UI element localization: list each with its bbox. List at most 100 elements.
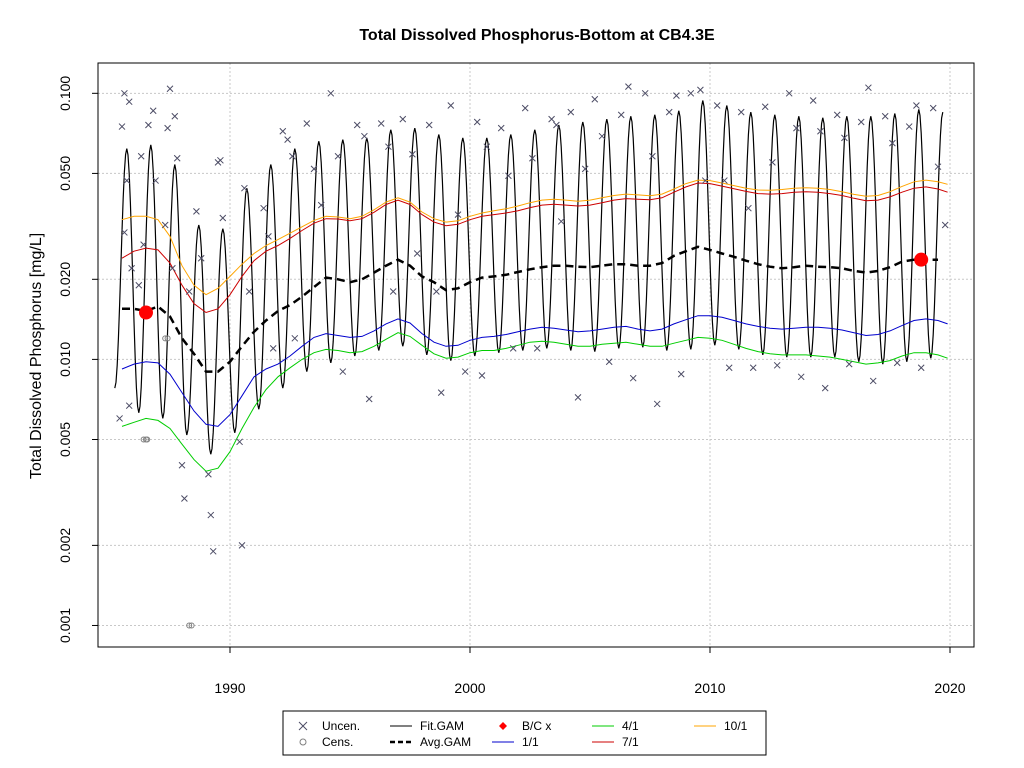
uncensored-point xyxy=(173,154,181,162)
uncensored-point xyxy=(598,132,606,140)
y-tick-label: 0.050 xyxy=(57,156,73,191)
uncensored-point xyxy=(140,241,147,248)
uncensored-point xyxy=(454,211,462,218)
legend-symbol-x xyxy=(298,721,308,731)
uncensored-point xyxy=(164,124,171,132)
uncensored-point xyxy=(389,288,397,295)
uncensored-point xyxy=(207,511,215,519)
uncensored-point xyxy=(749,364,757,372)
uncensored-point xyxy=(769,159,776,166)
uncensored-point xyxy=(697,86,704,94)
uncensored-point xyxy=(581,165,589,173)
uncensored-point xyxy=(533,345,541,352)
legend-label: 7/1 xyxy=(622,735,639,749)
fit-gam-line xyxy=(114,100,944,455)
censored-point xyxy=(164,335,171,342)
legend-item: 7/1 xyxy=(592,735,639,749)
uncensored-point xyxy=(841,134,848,142)
uncensored-point xyxy=(433,288,440,295)
uncensored-point xyxy=(629,374,637,382)
uncensored-point xyxy=(289,152,296,160)
uncensored-point xyxy=(128,264,135,272)
uncensored-point xyxy=(327,89,335,97)
avg-gam-line xyxy=(122,245,938,373)
uncensored-point xyxy=(509,345,517,352)
uncensored-point xyxy=(409,150,416,158)
legend-item: 1/1 xyxy=(492,735,539,749)
uncensored-point xyxy=(721,177,728,184)
uncensored-point xyxy=(821,384,829,392)
uncensored-point xyxy=(649,152,656,160)
x-tick-label: 1990 xyxy=(214,680,245,696)
uncensored-point xyxy=(169,264,176,272)
uncensored-point xyxy=(135,281,143,289)
uncensored-point xyxy=(617,111,625,119)
legend-item: Cens. xyxy=(299,735,353,749)
uncensored-point xyxy=(797,373,805,381)
uncensored-point xyxy=(361,132,368,140)
uncensored-point xyxy=(236,438,243,446)
uncensored-point xyxy=(761,103,769,111)
uncensored-point xyxy=(653,400,661,408)
x-tick-label: 2010 xyxy=(694,680,725,696)
legend-label: Uncen. xyxy=(322,719,360,733)
legend-item: 4/1 xyxy=(592,719,639,733)
uncensored-point xyxy=(591,95,599,103)
uncensored-point xyxy=(893,359,901,367)
uncensored-point xyxy=(713,102,721,109)
uncensored-point xyxy=(121,229,128,236)
uncensored-point xyxy=(625,83,632,90)
uncensored-point xyxy=(881,112,889,120)
uncensored-point xyxy=(291,334,299,342)
uncensored-point xyxy=(365,395,373,403)
uncensored-point xyxy=(145,121,152,129)
uncensored-point xyxy=(185,288,193,295)
uncensored-point xyxy=(737,108,745,116)
legend-item: 10/1 xyxy=(694,719,748,733)
uncensored-point xyxy=(677,370,685,378)
uncensored-point xyxy=(317,201,325,209)
uncensored-point xyxy=(865,84,872,92)
uncensored-point xyxy=(193,208,200,215)
uncensored-point xyxy=(845,360,853,368)
uncensored-point xyxy=(241,184,248,192)
legend-label: 4/1 xyxy=(622,719,639,733)
series-7-1-line xyxy=(121,182,948,314)
uncensored-point xyxy=(521,104,529,112)
uncensored-point xyxy=(553,121,560,129)
legend-item: Avg.GAM xyxy=(390,735,471,749)
series-4-1-line xyxy=(121,332,948,472)
bc-marker xyxy=(139,305,153,320)
uncensored-point xyxy=(413,250,421,257)
legend-symbol-diamond xyxy=(499,722,507,730)
uncensored-point xyxy=(260,204,267,212)
uncensored-point xyxy=(269,345,277,352)
uncensored-point xyxy=(265,233,272,240)
series-1-1-line xyxy=(121,315,948,427)
uncensored-point xyxy=(567,108,575,116)
uncensored-point xyxy=(745,204,752,212)
uncensored-point xyxy=(483,143,491,151)
uncensored-point xyxy=(673,92,680,100)
legend-item: B/C x xyxy=(499,719,551,733)
y-tick-label: 0.010 xyxy=(57,342,73,377)
legend-item: Fit.GAM xyxy=(390,719,464,733)
observations-group xyxy=(116,83,949,629)
uncensored-point xyxy=(121,89,128,97)
legend-label: Cens. xyxy=(322,735,353,749)
y-tick-label: 0.005 xyxy=(57,422,73,457)
uncensored-point xyxy=(425,121,433,129)
uncensored-point xyxy=(284,136,291,143)
legend-item: Uncen. xyxy=(298,719,360,733)
uncensored-point xyxy=(152,177,159,184)
uncensored-point xyxy=(149,107,157,115)
uncensored-point xyxy=(857,118,865,126)
uncensored-point xyxy=(929,104,937,112)
uncensored-point xyxy=(245,288,253,295)
uncensored-point xyxy=(785,89,793,97)
uncensored-point xyxy=(377,120,385,127)
uncensored-point xyxy=(725,364,733,372)
uncensored-point xyxy=(934,163,942,171)
uncensored-point xyxy=(399,115,407,123)
